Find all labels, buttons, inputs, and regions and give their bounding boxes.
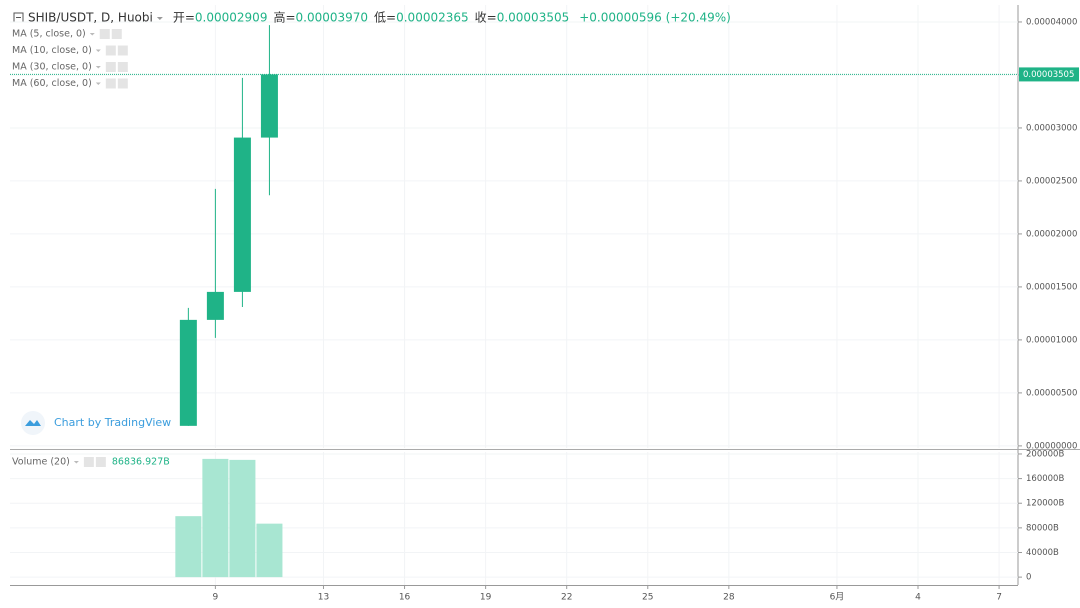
candle-body (260, 74, 278, 138)
candle-body (206, 291, 224, 320)
settings-icon[interactable] (105, 78, 116, 89)
ohlc-value: 0.00003505 (497, 11, 570, 25)
dropdown-arrow (95, 49, 101, 52)
x-tick-label: 25 (642, 593, 653, 603)
x-tick-label: 9 (213, 593, 219, 603)
y-tick-label: 80000B (1026, 523, 1059, 533)
tradingview-logo-mark (25, 420, 41, 426)
x-tick-label: 22 (561, 593, 572, 603)
y-tick-label: 0.00002000 (1026, 229, 1077, 239)
x-tick-label: 19 (480, 593, 492, 603)
ohlc-value: 0.00003970 (296, 11, 369, 25)
close-icon[interactable] (117, 45, 128, 56)
volume-bar (175, 516, 202, 578)
indicator-label[interactable]: MA (5, close, 0) (12, 29, 86, 40)
y-tick-label: 0.00001000 (1026, 335, 1077, 345)
y-tick-label: 160000B (1026, 474, 1064, 484)
chart-title: SHIB/USDT, D, Huobi (28, 11, 153, 25)
indicator-label[interactable]: MA (10, close, 0) (12, 45, 92, 56)
close-icon[interactable] (111, 29, 122, 39)
candle-body (179, 319, 197, 426)
y-tick-label: 0.00000000 (1026, 441, 1077, 451)
settings-icon[interactable] (99, 29, 110, 39)
settings-icon[interactable] (105, 45, 116, 56)
y-tick-label: 40000B (1026, 548, 1059, 558)
volume-bar (202, 458, 229, 578)
y-tick-label: 0.00002500 (1026, 176, 1077, 186)
dropdown-arrow (89, 33, 95, 36)
y-tick-label: 0 (1026, 573, 1031, 583)
close-icon[interactable] (117, 62, 128, 72)
y-tick-label: 200000B (1026, 449, 1064, 459)
y-tick-label: 0.00003000 (1026, 123, 1077, 133)
volume-bar (256, 523, 283, 578)
ohlc-label: 收= (475, 11, 497, 25)
dropdown-arrow (156, 17, 163, 20)
ohlc-label: 开= (173, 11, 195, 25)
y-tick-label: 0.00001500 (1026, 282, 1077, 292)
ohlc-label: 高= (273, 10, 295, 25)
ohlc-value: 0.00002365 (396, 11, 469, 25)
close-icon[interactable] (95, 457, 106, 467)
price-change: +0.00000596 (+20.49%) (579, 11, 731, 25)
indicator-label[interactable]: MA (30, close, 0) (12, 62, 92, 73)
last-price-tag (1019, 67, 1079, 82)
dropdown-arrow (95, 82, 101, 85)
x-tick-label: 7 (996, 593, 1002, 603)
watermark[interactable]: Chart by TradingView (54, 416, 171, 429)
x-tick-label: 6月 (830, 592, 845, 603)
volume-last-value: 86836.927B (112, 457, 170, 468)
pane-title: Volume (20) (12, 457, 70, 468)
dropdown-arrow (95, 66, 101, 69)
y-tick-label: 0.00000500 (1026, 388, 1077, 398)
dropdown-arrow (73, 461, 79, 464)
settings-icon[interactable] (105, 62, 116, 72)
ohlc-value: 0.00002909 (195, 11, 268, 25)
last-price-label: 0.00003505 (1023, 70, 1074, 80)
ohlc-label: 低= (374, 11, 396, 25)
x-tick-label: 16 (399, 593, 411, 603)
volume-bar (229, 459, 256, 578)
indicator-label[interactable]: MA (60, close, 0) (12, 78, 92, 89)
close-icon[interactable] (117, 78, 128, 89)
settings-icon[interactable] (83, 457, 94, 467)
y-tick-label: 0.00004000 (1026, 17, 1077, 27)
x-tick-label: 28 (723, 593, 735, 603)
x-tick-label: 13 (318, 593, 329, 603)
x-tick-label: 4 (915, 593, 921, 603)
y-tick-label: 120000B (1026, 499, 1064, 509)
candle-body (233, 137, 251, 292)
